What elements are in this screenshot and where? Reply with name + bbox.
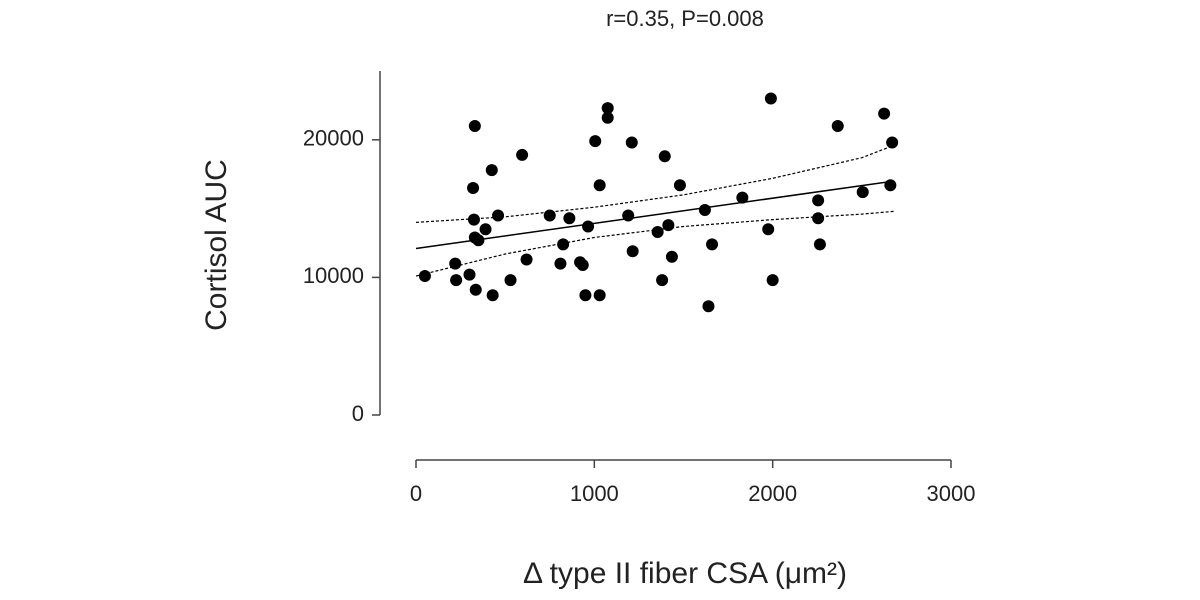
x-tick-label: 3000 <box>927 481 976 506</box>
point <box>557 238 570 251</box>
point <box>812 212 825 225</box>
fit-line <box>415 180 895 250</box>
x-tick-label: 0 <box>410 481 422 506</box>
point <box>450 274 463 287</box>
y-tick-label: 20000 <box>303 126 364 151</box>
point <box>813 238 826 251</box>
point <box>589 135 602 148</box>
y-tick-label: 10000 <box>303 263 364 288</box>
y-tick-label: 0 <box>352 401 364 426</box>
point <box>762 223 775 236</box>
point <box>878 107 891 120</box>
point <box>698 203 711 216</box>
point <box>449 257 462 270</box>
point <box>516 148 529 161</box>
chart-title: r=0.35, P=0.008 <box>606 6 764 31</box>
x-tick-label: 2000 <box>748 481 797 506</box>
point <box>576 259 589 272</box>
point <box>601 111 614 124</box>
point <box>622 209 635 222</box>
point <box>543 209 556 222</box>
point <box>736 191 749 204</box>
point <box>582 220 595 233</box>
point <box>563 212 576 225</box>
point <box>884 179 897 192</box>
point <box>764 92 777 105</box>
point <box>504 274 517 287</box>
point <box>831 120 844 133</box>
point <box>520 253 533 266</box>
point <box>468 120 481 133</box>
y-axis-label: Cortisol AUC <box>200 159 233 331</box>
point <box>812 194 825 207</box>
point <box>706 238 719 251</box>
point <box>886 136 899 149</box>
point <box>662 219 675 232</box>
point <box>673 179 686 192</box>
fit-line <box>415 210 894 277</box>
point <box>601 102 614 115</box>
point <box>579 289 592 302</box>
point <box>463 268 476 281</box>
point <box>665 250 678 263</box>
point <box>485 164 498 177</box>
x-tick-label: 1000 <box>570 481 619 506</box>
point <box>593 289 606 302</box>
point <box>656 274 669 287</box>
point <box>486 289 499 302</box>
point <box>625 136 638 149</box>
point <box>626 245 639 258</box>
point <box>467 181 480 194</box>
point <box>472 234 485 247</box>
point <box>702 300 715 313</box>
point <box>479 223 492 236</box>
point <box>492 209 505 222</box>
point <box>593 179 606 192</box>
point <box>554 257 567 270</box>
point <box>658 150 671 163</box>
point <box>651 225 664 238</box>
point <box>467 213 480 226</box>
fit-line <box>415 144 895 223</box>
point <box>418 270 431 283</box>
x-axis-label: Δ type II fiber CSA (μm²) <box>523 557 847 590</box>
point <box>469 283 482 296</box>
point <box>856 186 869 199</box>
point <box>766 274 779 287</box>
